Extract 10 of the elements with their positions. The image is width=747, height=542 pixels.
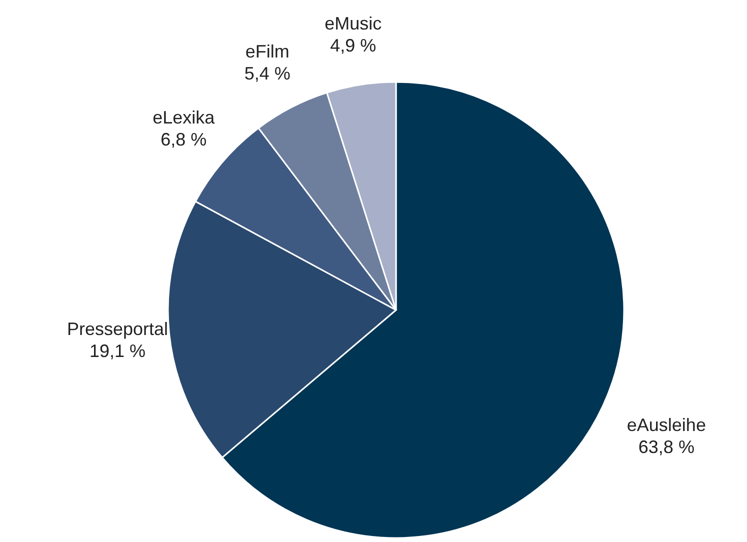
data-label: 63,8 % (638, 437, 694, 458)
data-label: 19,1 % (89, 340, 146, 361)
data-label: 5,4 % (244, 63, 290, 84)
slice-label: eLexika (152, 107, 216, 128)
slice-label: eMusic (324, 13, 382, 34)
data-label: 4,9 % (330, 35, 376, 56)
data-label: 6,8 % (160, 129, 207, 150)
slice-label: Presseportal (66, 318, 168, 339)
slice-label: eFilm (245, 41, 290, 62)
slice-label: eAusleihe (626, 415, 706, 436)
